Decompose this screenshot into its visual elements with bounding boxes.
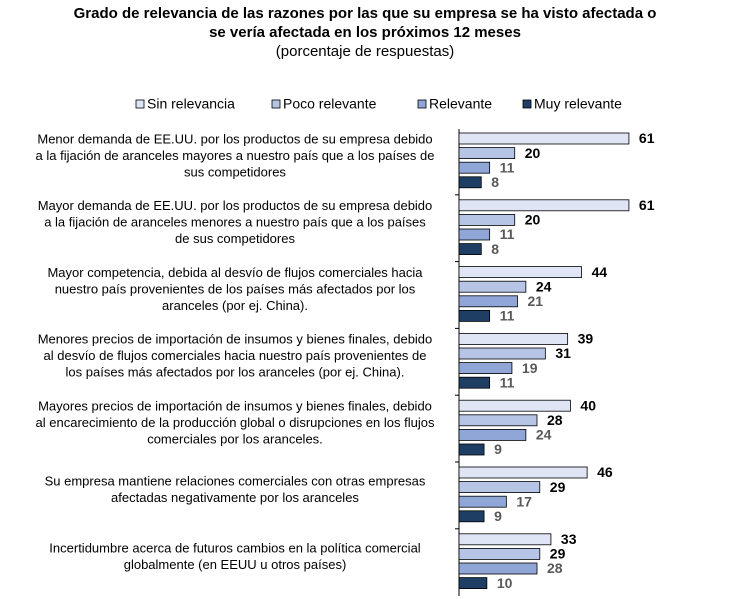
- bar: [458, 213, 516, 226]
- chart-subtitle: (porcentaje de respuestas): [276, 43, 454, 60]
- category-label: Mayor demanda de EE.UU. por los producto…: [38, 198, 433, 213]
- bar: [458, 243, 482, 256]
- bar: [458, 309, 491, 322]
- category-label: al desvío de flujos comerciales hacia nu…: [44, 348, 427, 363]
- value-label: 29: [550, 479, 566, 495]
- category-label: Mayores precios de importación de insumo…: [38, 399, 432, 414]
- bar: [458, 176, 482, 189]
- bar: [458, 266, 582, 279]
- value-label: 8: [491, 241, 499, 257]
- value-label: 19: [522, 360, 538, 376]
- chart-title: Grado de relevancia de las razones por l…: [74, 5, 657, 22]
- legend-label: Relevante: [429, 96, 492, 112]
- bar: [458, 562, 538, 575]
- category-label: comerciales por los aranceles.: [147, 432, 323, 447]
- bar: [458, 414, 538, 427]
- category-label: a la fijación de aranceles menores a nue…: [44, 215, 426, 230]
- value-label: 20: [525, 212, 541, 228]
- category-label: sus competidores: [184, 164, 286, 179]
- category-label: Menor demanda de EE.UU. por los producto…: [37, 131, 432, 146]
- legend-swatch: [522, 99, 532, 109]
- category-label: nuestro país provenientes de los países …: [55, 281, 416, 296]
- value-label: 28: [547, 560, 563, 576]
- bar: [458, 332, 569, 345]
- value-label: 24: [536, 278, 552, 294]
- chart-title: se vería afectada en los próximos 12 mes…: [209, 24, 521, 41]
- bar: [458, 510, 485, 523]
- bar: [458, 376, 491, 389]
- value-label: 39: [578, 331, 594, 347]
- legend-swatch: [417, 99, 427, 109]
- bar: [458, 147, 516, 160]
- legend-label: Muy relevante: [534, 96, 622, 112]
- bar: [458, 132, 630, 145]
- value-label: 46: [597, 464, 613, 480]
- value-label: 61: [639, 130, 655, 146]
- value-label: 29: [550, 546, 566, 562]
- bar: [458, 399, 571, 412]
- value-label: 11: [500, 226, 515, 242]
- category-label: Menores precios de importación de insumo…: [38, 332, 433, 347]
- value-label: 20: [525, 145, 541, 161]
- bar: [458, 466, 588, 479]
- legend-label: Sin relevancia: [147, 96, 235, 112]
- category-label: Mayor competencia, debida al desvío de f…: [47, 265, 423, 280]
- category-label: los países más afectados por los arancel…: [66, 365, 405, 380]
- value-label: 24: [536, 427, 552, 443]
- bar: [458, 295, 518, 308]
- value-label: 28: [547, 412, 563, 428]
- bar: [458, 577, 488, 589]
- category-label: globalmente (en EEUU u otros países): [124, 557, 347, 572]
- category-label: al encarecimiento de la producción globa…: [36, 415, 435, 430]
- value-label: 11: [500, 159, 515, 175]
- legend-swatch: [271, 99, 281, 109]
- bar: [458, 199, 630, 212]
- bar: [458, 347, 546, 360]
- value-label: 9: [494, 508, 502, 524]
- legend-swatch: [135, 99, 145, 109]
- value-label: 11: [500, 374, 515, 390]
- value-label: 33: [561, 531, 577, 547]
- value-label: 9: [494, 441, 502, 457]
- value-label: 44: [592, 264, 608, 280]
- bar: [458, 495, 507, 508]
- value-label: 8: [491, 174, 499, 190]
- bar: [458, 481, 541, 494]
- bar: [458, 228, 491, 241]
- value-label: 61: [639, 197, 655, 213]
- value-label: 40: [580, 397, 596, 413]
- category-label: Su empresa mantiene relaciones comercial…: [45, 474, 426, 489]
- bar: [458, 280, 527, 293]
- bar: [458, 548, 541, 560]
- value-label: 10: [497, 575, 513, 591]
- category-label: Incertidumbre acerca de futuros cambios …: [49, 540, 421, 555]
- bar: [458, 428, 527, 441]
- category-label: a la fijación de aranceles mayores a nue…: [36, 148, 435, 163]
- category-label: aranceles (por ej. China).: [162, 298, 308, 313]
- value-label: 17: [516, 493, 532, 509]
- legend-label: Poco relevante: [283, 96, 377, 112]
- bar: [458, 161, 491, 174]
- category-label: de sus competidores: [175, 231, 295, 246]
- category-label: afectadas negativamente por los arancele…: [111, 490, 359, 505]
- bar: [458, 362, 513, 375]
- value-label: 11: [500, 308, 515, 324]
- bar: [458, 533, 552, 546]
- value-label: 31: [555, 345, 571, 361]
- bar: [458, 443, 485, 456]
- value-label: 21: [528, 293, 544, 309]
